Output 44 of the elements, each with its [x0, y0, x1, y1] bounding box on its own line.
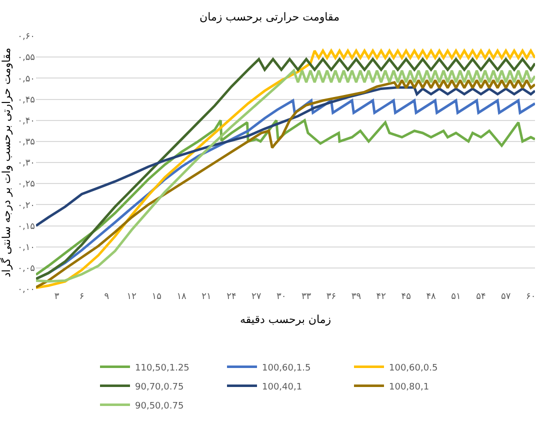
x-tick-label: ۲۷ [252, 292, 262, 302]
x-axis-title: زمان برحسب دقیقه [240, 313, 332, 326]
x-tick-label: ۳۳ [301, 292, 312, 302]
x-tick-label: ۵۷ [501, 292, 511, 302]
x-tick-label: ۵۴ [476, 292, 486, 302]
y-tick-label: ۰,۲۵ [18, 180, 36, 190]
y-tick-label: ۰,۳۰ [18, 158, 35, 169]
y-tick-label: ۰,۴۰ [18, 116, 35, 126]
y-tick-label: ۰,۶۰ [18, 32, 35, 42]
x-tick-label: ۱۸ [176, 292, 187, 302]
legend-label: 100,40,1 [262, 382, 302, 392]
x-tick-label: ۱۲ [126, 292, 137, 302]
y-tick-label: ۰,۵۰ [18, 74, 35, 84]
legend-label: 110,50,1.25 [135, 363, 190, 374]
legend-label: 90,70,0.75 [135, 382, 184, 392]
y-tick-label: ۰,۰۵ [18, 264, 36, 274]
y-tick-label: ۰,۱۵ [18, 222, 36, 232]
x-tick-label: ۲۴ [226, 292, 236, 302]
x-tick-label: ۴۵ [401, 292, 412, 302]
x-tick-label: ۳۰ [276, 292, 286, 302]
y-tick-label: ۰,۲۰ [18, 200, 35, 211]
y-tick-label: ۰,۰۰ [18, 285, 35, 296]
x-tick-label: ۴۲ [376, 292, 386, 302]
x-tick-label: ۲۱ [202, 292, 212, 302]
x-tick-label: ۳۶ [326, 292, 336, 302]
x-tick-label: ۴۸ [426, 292, 436, 302]
x-tick-label: ۹ [104, 292, 110, 302]
y-tick-label: ۰,۴۵ [18, 95, 36, 106]
x-tick-label: ۳۹ [351, 292, 362, 302]
chart-title: مقاومت حرارتی برحسب زمان [200, 10, 340, 24]
legend-label: 100,60,1.5 [262, 363, 311, 374]
x-tick-label: ۶۰ [526, 292, 536, 302]
y-tick-label: ۰,۵۵ [18, 53, 36, 64]
y-tick-label: ۰,۱۰ [18, 242, 35, 253]
y-axis-title: مقاومت حرارتی برحسب وات بر درجه سانتی گراد [0, 48, 13, 278]
x-tick-label: ۱۵ [152, 292, 162, 302]
line-series [36, 86, 535, 227]
x-tick-label: ۵۱ [451, 292, 461, 302]
y-tick-label: ۰,۳۵ [18, 138, 36, 148]
legend-label: 100,60,0.5 [389, 363, 438, 374]
legend-label: 100,80,1 [389, 382, 430, 392]
x-tick-label: ۳ [54, 292, 60, 302]
legend-label: 90,50,0.75 [135, 401, 184, 412]
x-tick-label: ۶ [79, 292, 84, 302]
